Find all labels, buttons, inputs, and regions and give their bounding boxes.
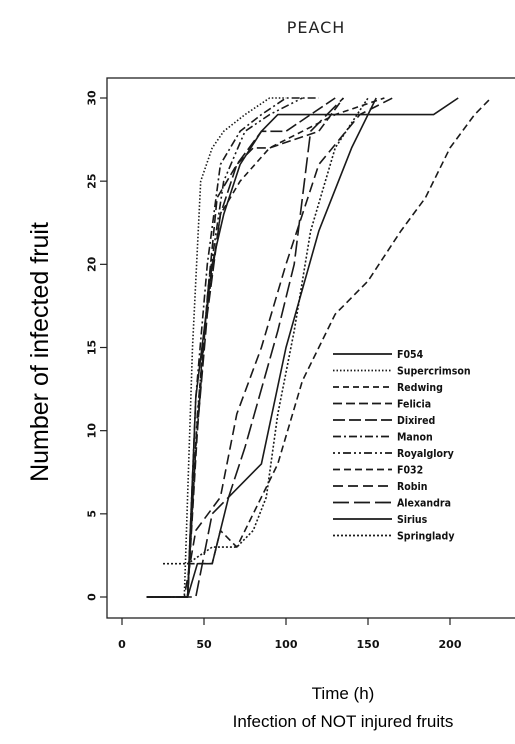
series-line-springlady [163,97,369,565]
legend-label: Redwing [397,382,443,394]
legend-label: Felicia [397,399,431,411]
legend: F054 Supercrimson Redwing Felicia Dixired Man… [333,349,471,543]
y-tick-label: 15 [86,340,99,355]
series-layer [146,97,492,598]
series-line-dixired [146,97,336,598]
x-tick-label: 50 [196,638,212,651]
series-line-royalglory [146,97,303,598]
y-tick-label: 20 [86,256,99,272]
x-tick-label: 100 [275,638,298,651]
legend-label: Alexandra [397,498,451,510]
x-tick-label: 150 [357,638,380,651]
legend-label: Royalglory [397,448,454,460]
legend-label: F032 [397,465,423,477]
x-tick-label: 0 [118,638,126,651]
y-tick-label: 30 [86,90,99,106]
series-line-felicia [146,97,345,598]
series-line-sirius [154,97,377,598]
x-tick-label: 200 [439,638,462,651]
legend-label: Manon [397,432,433,444]
series-line-alexandra [154,97,344,598]
series-line-f032 [187,97,492,565]
chart-subtitle: Infection of NOT injured fruits [233,712,454,731]
legend-label: Dixired [397,415,435,427]
chart-title: PEACH [287,18,346,37]
legend-label: Robin [397,481,428,493]
legend-label: Springlady [397,531,454,543]
series-line-supercrimson [154,97,286,598]
y-tick-label: 0 [86,593,99,601]
y-tick-label: 10 [86,423,99,439]
legend-label: F054 [397,349,424,361]
series-line-redwing [146,97,385,598]
y-axis-label: Number of infected fruit [26,222,54,482]
series-line-manon [146,97,319,598]
tick-layer: 0 50 100 150 200 0 5 10 15 20 25 30 [86,90,462,651]
y-tick-label: 5 [86,510,99,518]
legend-label: Supercrimson [397,366,471,378]
x-axis-label: Time (h) [312,684,375,703]
y-tick-label: 25 [86,174,99,189]
series-line-robin [146,97,393,598]
legend-label: Sirius [397,514,428,526]
